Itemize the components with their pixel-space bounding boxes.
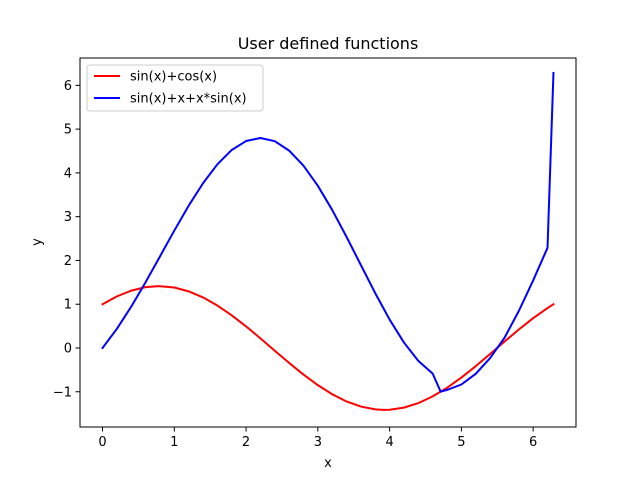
x-axis-label: x <box>324 456 332 471</box>
y-tick-label: −1 <box>53 385 72 400</box>
y-tick-label: 1 <box>64 298 72 313</box>
legend: sin(x)+cos(x) sin(x)+x+x*sin(x) <box>86 64 264 112</box>
legend-label-1: sin(x)+cos(x) <box>130 70 217 85</box>
legend-label-2: sin(x)+x+x*sin(x) <box>130 92 247 107</box>
axes-frame <box>79 57 577 428</box>
x-tick-label: 4 <box>385 435 393 450</box>
y-tick-label: 6 <box>64 79 72 94</box>
plot-area: 0 1 2 3 4 5 6 −1 0 1 2 3 4 5 6 sin(x)+cos(x) sin(x)+x+x*… <box>53 57 577 450</box>
y-tick-label: 4 <box>64 166 72 181</box>
y-tick-label: 5 <box>64 123 72 138</box>
chart-title: User defined functions <box>238 34 419 53</box>
legend-box <box>86 64 264 112</box>
x-tick-label: 6 <box>529 435 537 450</box>
x-tick-label: 0 <box>98 435 106 450</box>
x-tick-label: 5 <box>457 435 465 450</box>
x-tick-label: 2 <box>242 435 250 450</box>
series-line-2 <box>101 71 555 393</box>
y-tick-label: 0 <box>64 341 72 356</box>
x-tick-label: 1 <box>170 435 178 450</box>
y-axis-label: y <box>30 238 45 246</box>
x-tick-label: 3 <box>314 435 322 450</box>
y-tick-label: 2 <box>64 254 72 269</box>
series-group <box>101 71 555 411</box>
series-line-1 <box>101 285 555 411</box>
y-tick-label: 3 <box>64 210 72 225</box>
